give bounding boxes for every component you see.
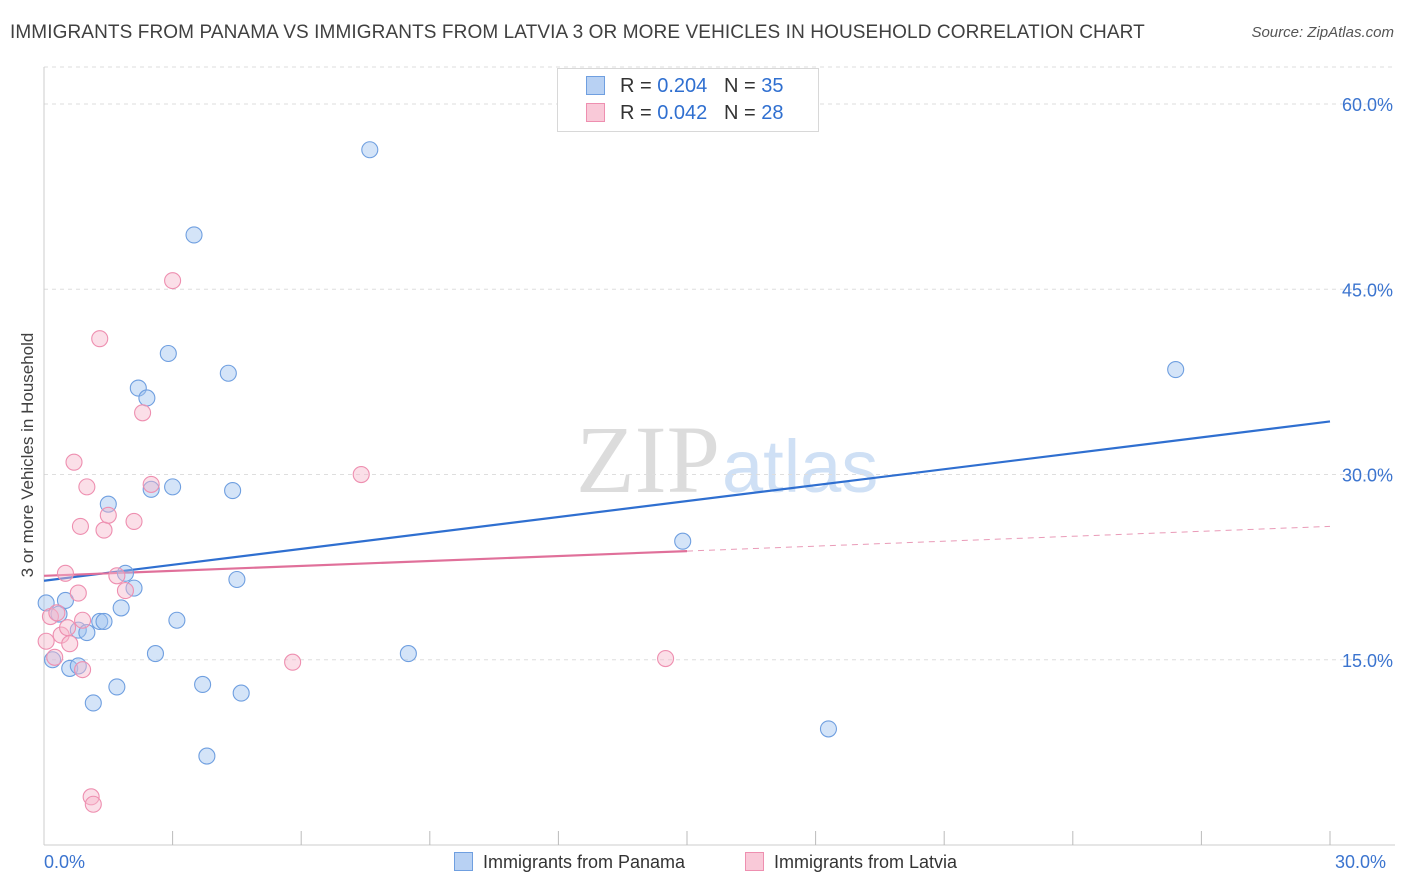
data-point-panama xyxy=(146,645,165,663)
legend-n-label: N = xyxy=(723,102,762,124)
trend-extension-latvia xyxy=(686,525,1331,552)
data-point-panama xyxy=(168,611,186,629)
data-point-latvia xyxy=(65,453,83,471)
y-tick-label: 60.0% xyxy=(1342,95,1393,115)
data-point-panama xyxy=(138,389,156,407)
data-point-latvia xyxy=(78,478,96,496)
data-point-latvia xyxy=(116,582,134,600)
bottom-legend-panama: Immigrants from Panama xyxy=(454,852,685,873)
data-point-latvia xyxy=(61,635,79,653)
data-point-latvia xyxy=(84,795,102,813)
legend-r-value-latvia: 0.042 xyxy=(657,102,708,124)
data-point-panama xyxy=(164,478,182,496)
data-point-latvia xyxy=(91,330,109,348)
data-point-latvia xyxy=(74,661,92,679)
data-point-latvia xyxy=(142,475,160,493)
data-point-panama xyxy=(198,747,216,765)
data-point-latvia xyxy=(71,517,89,535)
legend-r-value-panama: 0.204 xyxy=(657,75,708,97)
data-point-latvia xyxy=(56,564,74,582)
data-point-panama xyxy=(159,344,177,363)
data-point-latvia xyxy=(164,272,182,290)
y-tick-label: 15.0% xyxy=(1342,651,1393,671)
data-point-latvia xyxy=(108,567,126,585)
data-point-panama xyxy=(224,482,242,500)
legend-label-panama: Immigrants from Panama xyxy=(483,852,686,872)
data-point-latvia xyxy=(48,604,66,622)
data-point-panama xyxy=(129,379,147,397)
legend-swatch-panama xyxy=(454,852,473,871)
data-point-latvia xyxy=(74,611,92,629)
data-point-latvia xyxy=(46,648,64,666)
legend-n-label: N = xyxy=(723,75,762,97)
legend-stats-latvia: R = 0.042 N = 28 xyxy=(620,102,783,125)
legend-swatch-latvia xyxy=(586,103,605,122)
data-point-panama xyxy=(56,591,74,610)
data-point-panama xyxy=(112,599,130,617)
trend-line-latvia xyxy=(43,549,688,577)
trend-line-panama xyxy=(43,420,1331,582)
data-point-latvia xyxy=(284,653,302,671)
data-point-panama xyxy=(399,645,417,663)
watermark-zip: ZIP xyxy=(576,406,720,513)
x-tick-label-min: 0.0% xyxy=(44,852,86,872)
data-point-panama xyxy=(91,612,109,631)
y-tick-label: 30.0% xyxy=(1342,466,1393,486)
data-point-latvia xyxy=(352,465,370,484)
data-point-latvia xyxy=(59,619,77,637)
legend-label-latvia: Immigrants from Latvia xyxy=(774,852,958,872)
data-point-latvia xyxy=(99,506,117,524)
legend-swatch-latvia xyxy=(745,852,764,871)
data-point-panama xyxy=(228,570,246,589)
data-point-latvia xyxy=(37,632,55,650)
correlation-legend: R = 0.204 N = 35 R = 0.042 N = 28 xyxy=(557,68,819,132)
source-credit: Source: ZipAtlas.com xyxy=(1251,24,1394,41)
data-point-panama xyxy=(185,226,203,244)
data-point-latvia xyxy=(125,512,143,531)
legend-stats-panama: R = 0.204 N = 35 xyxy=(620,75,783,98)
data-point-panama xyxy=(219,364,237,382)
legend-n-value-latvia: 28 xyxy=(761,102,784,124)
data-point-panama xyxy=(361,141,379,159)
data-point-panama xyxy=(95,612,113,631)
data-point-panama xyxy=(37,594,55,612)
data-point-latvia xyxy=(95,521,113,539)
data-point-latvia xyxy=(69,584,87,602)
data-point-panama xyxy=(44,651,62,669)
watermark-atlas: atlas xyxy=(722,425,878,508)
data-point-panama xyxy=(232,684,250,702)
data-point-panama xyxy=(142,480,160,498)
legend-r-label: R = xyxy=(620,75,658,97)
legend-swatch-panama xyxy=(586,76,605,95)
data-point-panama xyxy=(819,720,838,738)
chart-title: IMMIGRANTS FROM PANAMA VS IMMIGRANTS FRO… xyxy=(10,22,1145,43)
data-point-panama xyxy=(674,532,692,550)
data-point-latvia xyxy=(657,649,675,668)
data-point-panama xyxy=(1167,361,1185,379)
data-point-panama xyxy=(194,675,212,694)
legend-n-value-panama: 35 xyxy=(761,75,784,97)
x-tick-label-max: 30.0% xyxy=(1335,852,1387,872)
y-tick-label: 45.0% xyxy=(1342,280,1393,300)
bottom-legend-latvia: Immigrants from Latvia xyxy=(745,852,957,873)
data-point-panama xyxy=(84,694,102,712)
legend-r-label: R = xyxy=(620,102,658,124)
data-point-panama xyxy=(108,678,126,696)
data-point-latvia xyxy=(134,404,152,422)
